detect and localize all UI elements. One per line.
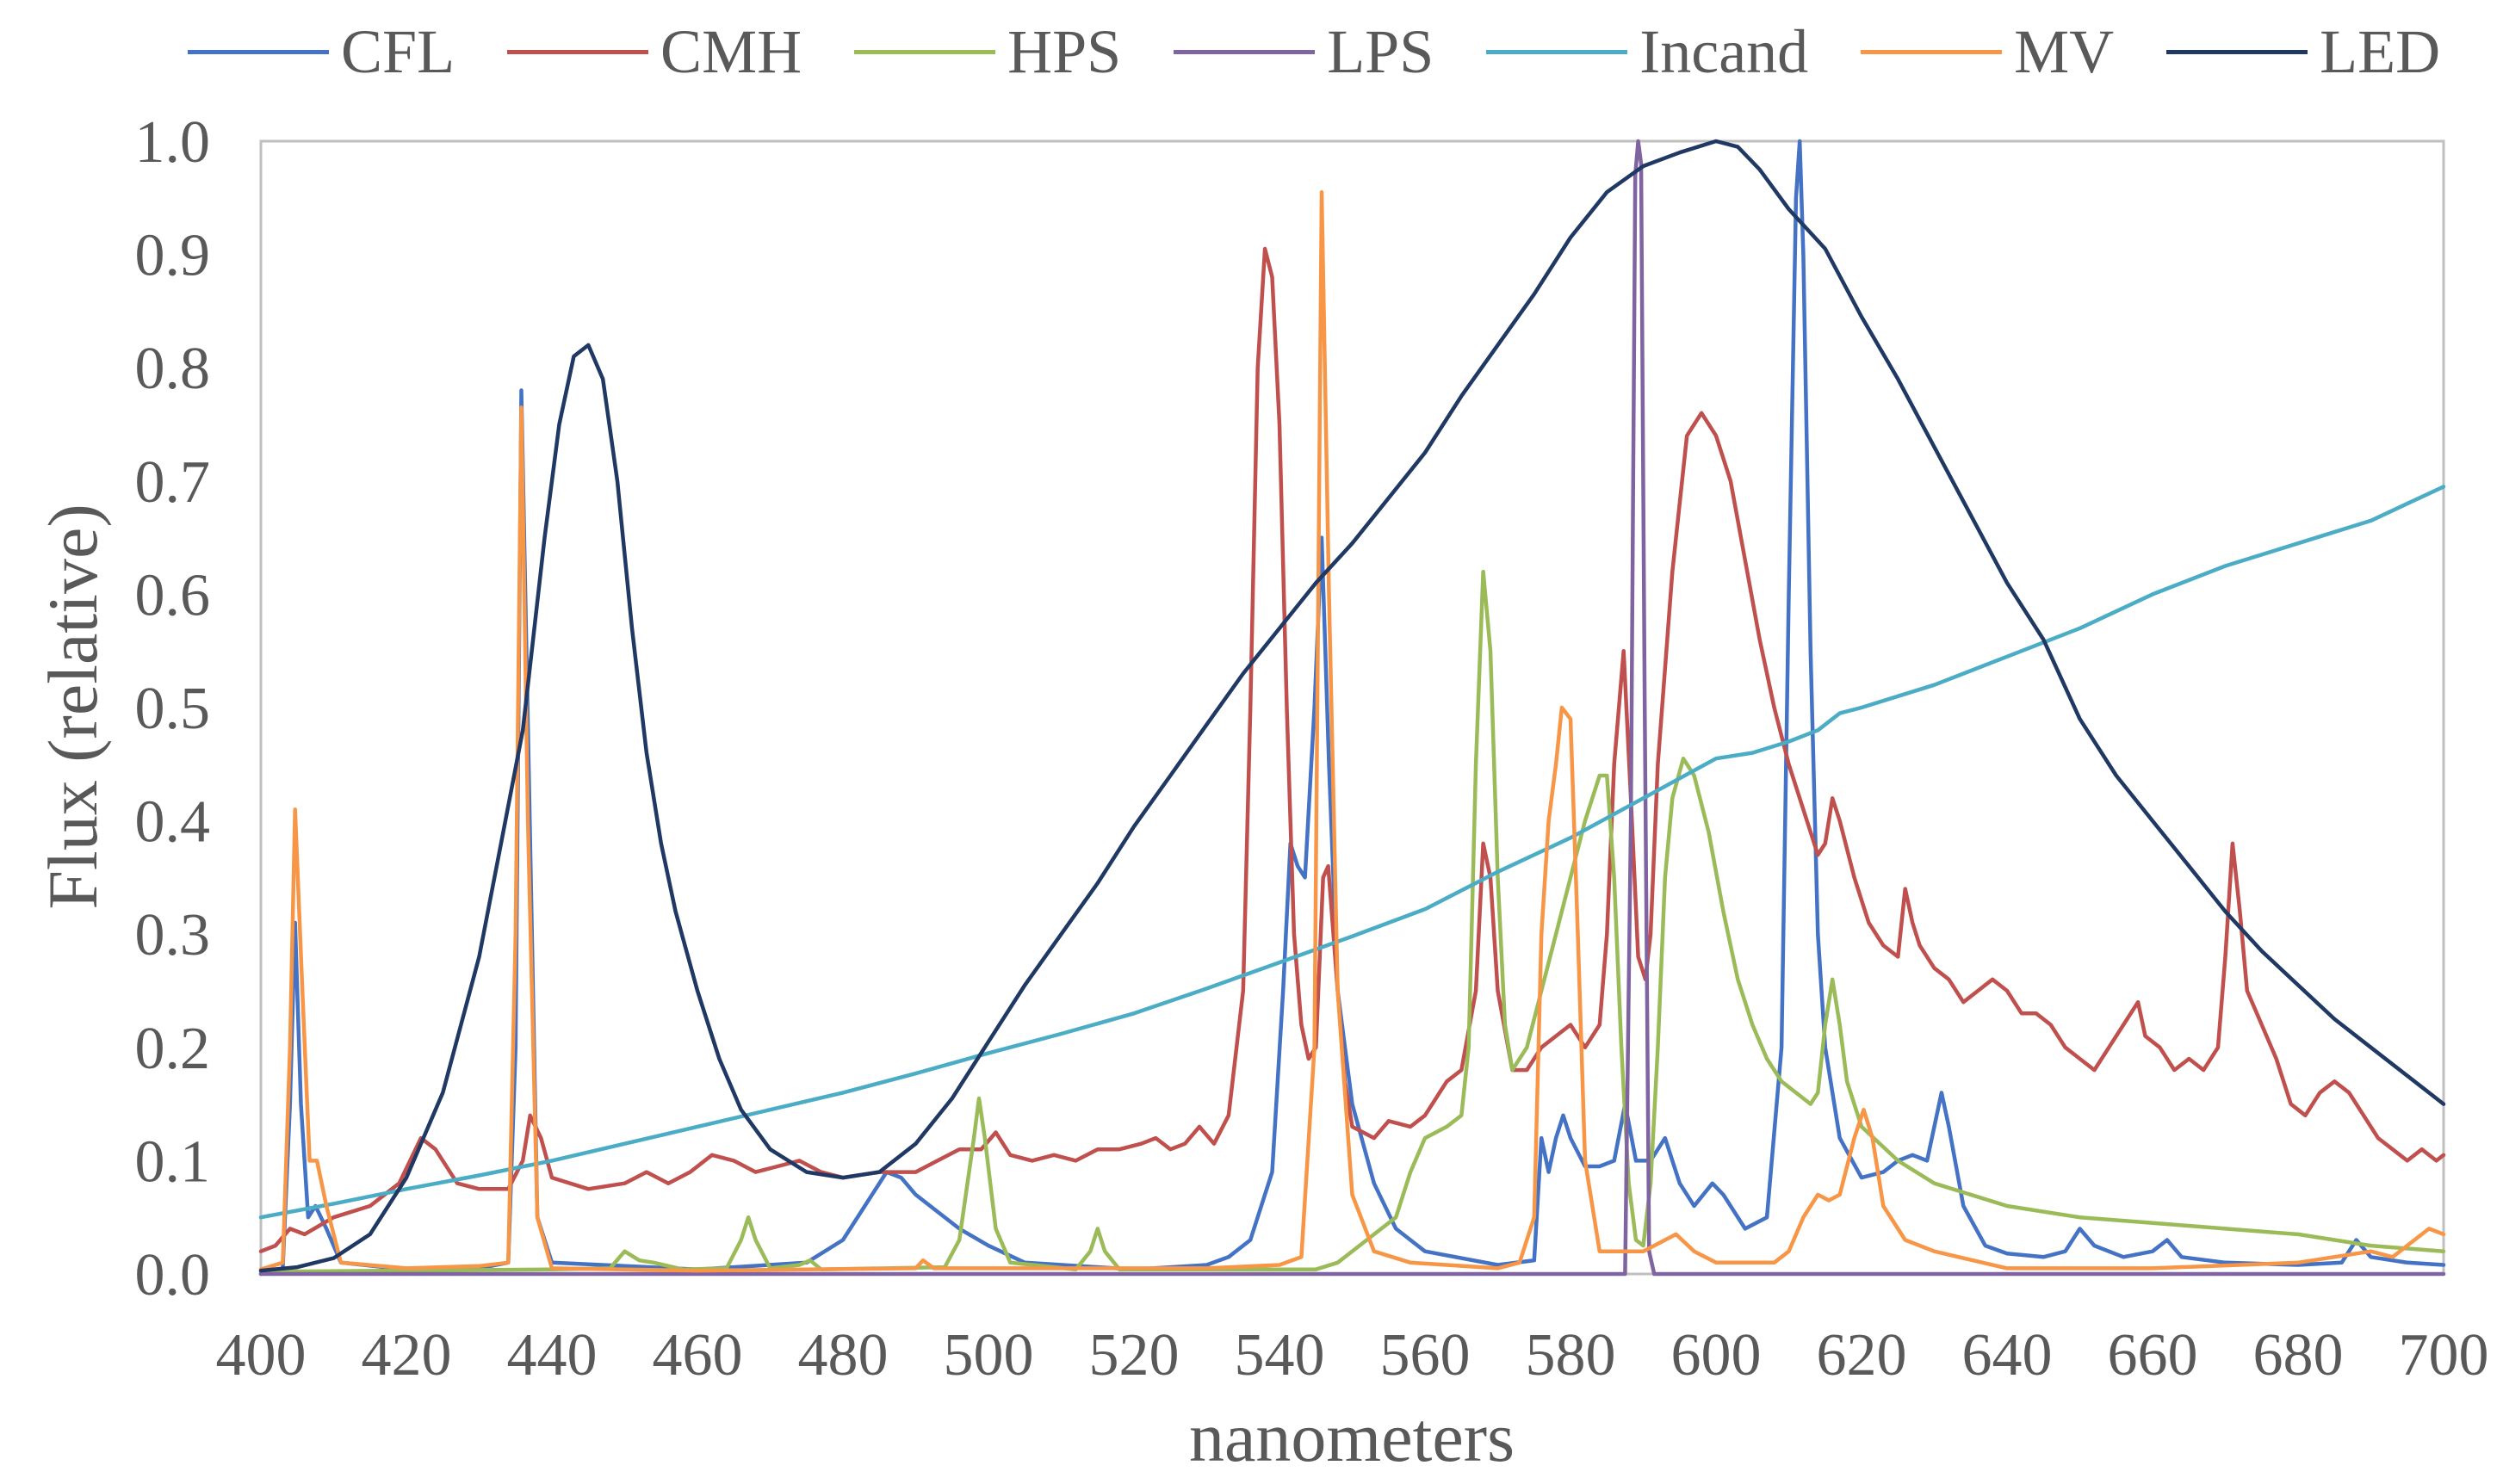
x-tick-label: 660 [2108,1322,2198,1388]
legend-item-cmh: CMH [507,21,802,83]
legend-item-hps: HPS [854,21,1121,83]
legend-label-cmh: CMH [660,17,802,86]
x-tick-label: 680 [2253,1322,2344,1388]
y-tick-label: 0.5 [135,676,211,742]
x-tick-label: 540 [1235,1322,1325,1388]
legend-item-cfl: CFL [188,21,455,83]
x-tick-label: 560 [1380,1322,1471,1388]
series-line-cfl [258,139,2446,1277]
x-tick-label: 460 [653,1322,743,1388]
y-tick-label: 0.4 [135,789,211,856]
x-tick-label: 640 [1962,1322,2053,1388]
legend-swatch-cfl [188,49,329,54]
x-tick-label: 580 [1526,1322,1616,1388]
x-tick-labels: 400 420 440 460 480 500 520 540 560 580 600 620 640 6… [216,1322,2489,1388]
y-tick-label: 0.7 [135,449,211,516]
series-line-hps [258,569,2446,1274]
x-axis-title: nanometers [1189,1398,1515,1476]
y-tick-labels: 0.0 0.1 0.2 0.3 0.4 0.5 0.6 0.7 0.8 0.9 1.0 [135,109,211,1308]
x-tick-label: 520 [1089,1322,1180,1388]
series-line-cmh [258,246,2446,1253]
y-tick-label: 0.9 [135,223,211,289]
series-line-incand [258,485,2446,1220]
legend-label-led: LED [2320,17,2441,86]
y-tick-label: 0.2 [135,1016,211,1082]
y-tick-label: 1.0 [135,109,211,176]
y-tick-label: 0.1 [135,1128,211,1195]
legend-label-mv: MV [2014,17,2115,86]
legend-item-mv: MV [1861,21,2114,83]
y-tick-label: 0.0 [135,1242,211,1308]
legend: CFL CMH HPS LPS Incand MV LED [188,21,2440,83]
legend-swatch-cmh [507,49,649,54]
legend-swatch-incand [1486,49,1628,54]
series-line-mv [258,189,2446,1273]
legend-label-incand: Incand [1639,17,1809,86]
y-axis-title: Flux (relative) [34,504,112,909]
y-tick-label: 0.6 [135,562,211,628]
series-lines [258,139,2446,1277]
series-line-led [258,139,2446,1273]
series-line-lps [258,139,2446,1277]
x-tick-label: 400 [216,1322,307,1388]
y-tick-label: 0.8 [135,336,211,402]
legend-label-lps: LPS [1327,17,1434,86]
legend-swatch-lps [1174,49,1316,54]
legend-label-hps: HPS [1007,17,1122,86]
legend-item-led: LED [2166,21,2440,83]
legend-item-lps: LPS [1174,21,1434,83]
x-tick-label: 620 [1817,1322,1907,1388]
x-tick-label: 700 [2399,1322,2489,1388]
legend-swatch-hps [854,49,996,54]
legend-swatch-mv [1861,49,2003,54]
legend-label-cfl: CFL [341,17,455,86]
y-tick-label: 0.3 [135,902,211,968]
x-tick-label: 440 [507,1322,598,1388]
legend-swatch-led [2166,49,2308,54]
x-tick-label: 480 [798,1322,889,1388]
x-tick-label: 600 [1671,1322,1762,1388]
x-tick-label: 420 [362,1322,452,1388]
legend-item-incand: Incand [1486,21,1808,83]
x-tick-label: 500 [944,1322,1034,1388]
